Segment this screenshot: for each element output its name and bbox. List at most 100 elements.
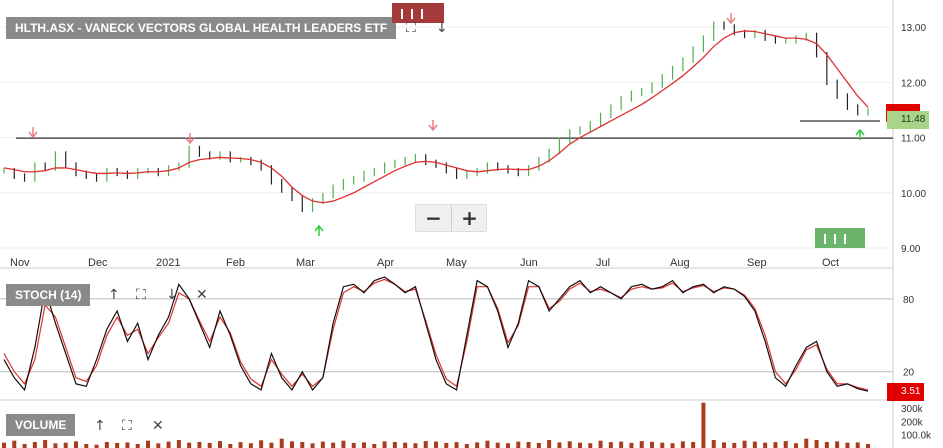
- volume-bar: [176, 440, 181, 448]
- volume-label: VOLUME: [6, 414, 76, 436]
- volume-bar: [567, 441, 572, 448]
- volume-bar: [639, 441, 644, 448]
- move-down-icon[interactable]: ↓: [166, 287, 178, 303]
- sell-arrow-icon: [726, 13, 736, 25]
- stoch-y-tick-label: 80: [903, 295, 915, 306]
- volume-bar: [341, 440, 346, 448]
- close-icon[interactable]: ✕: [152, 418, 164, 434]
- stoch-last-tag: 3.51: [887, 383, 925, 401]
- chevron-down-icon[interactable]: ↓: [436, 20, 448, 36]
- volume-bar: [454, 442, 459, 448]
- volume-bar: [2, 442, 6, 448]
- fullscreen-icon[interactable]: ⛶: [122, 418, 132, 434]
- sell-arrow-icon: [428, 120, 438, 132]
- price-y-tick-label: 9.00: [901, 244, 921, 255]
- x-tick-label: Dec: [88, 257, 108, 269]
- volume-bar: [866, 444, 870, 448]
- volume-bar: [135, 444, 140, 448]
- volume-bar: [238, 442, 243, 448]
- volume-bar: [125, 442, 130, 448]
- stoch-k-line: [3, 276, 869, 392]
- volume-bar: [691, 442, 696, 448]
- price-y-tick-label: 10.00: [901, 189, 926, 200]
- volume-bar: [279, 438, 284, 448]
- volume-bar: [742, 440, 747, 448]
- stoch-panel: [3, 276, 869, 392]
- volume-bar: [444, 442, 449, 448]
- volume-bar: [804, 438, 809, 448]
- volume-bar: [670, 443, 675, 448]
- volume-bar: [331, 442, 336, 448]
- volume-bar: [22, 444, 27, 448]
- volume-bar: [752, 441, 757, 448]
- stoch-d-line: [3, 278, 869, 391]
- volume-bar: [824, 442, 829, 448]
- volume-bar: [146, 440, 150, 448]
- volume-bar: [763, 442, 768, 448]
- move-up-icon[interactable]: ↑: [94, 418, 106, 434]
- sell-arrow-icon: [185, 133, 195, 145]
- volume-bar: [794, 443, 798, 448]
- volume-bar: [413, 443, 418, 448]
- buy-arrow-icon: [855, 128, 865, 140]
- volume-bar: [269, 442, 274, 448]
- volume-y-tick-label: 300k: [901, 404, 924, 415]
- volume-bar: [855, 442, 860, 448]
- moving-average-line: [3, 30, 869, 204]
- volume-bar: [362, 442, 366, 448]
- stoch-label: STOCH (14): [6, 284, 91, 306]
- volume-bar: [650, 441, 654, 448]
- zoom-out-button[interactable]: −: [425, 206, 442, 230]
- buy-signal-badge[interactable]: [815, 228, 865, 248]
- volume-bar: [475, 442, 480, 448]
- volume-bar: [207, 442, 212, 448]
- close-icon[interactable]: ✕: [196, 287, 208, 303]
- volume-bar: [557, 442, 562, 448]
- buy-arrow-icon: [314, 224, 324, 236]
- x-tick-label: Nov: [10, 257, 30, 269]
- volume-bar: [701, 402, 706, 448]
- volume-bar: [248, 443, 253, 448]
- volume-bar: [629, 442, 634, 448]
- volume-bar: [588, 443, 593, 448]
- volume-bar: [218, 441, 222, 448]
- zoom-in-button[interactable]: +: [451, 205, 487, 231]
- volume-bar: [228, 444, 233, 448]
- volume-bar: [619, 441, 624, 448]
- volume-bar: [711, 440, 716, 448]
- volume-bar: [166, 441, 171, 448]
- volume-bar: [187, 442, 192, 448]
- price-panel: [3, 13, 893, 236]
- last-price-tag: 11.48: [887, 111, 930, 129]
- volume-bar: [660, 442, 665, 448]
- volume-bar: [598, 440, 603, 448]
- volume-bar: [310, 443, 315, 448]
- volume-bar: [516, 441, 521, 448]
- price-y-tick-label: 11.00: [901, 134, 926, 145]
- volume-bar: [495, 442, 500, 448]
- volume-bar: [547, 440, 552, 448]
- x-tick-label: Jul: [596, 257, 610, 269]
- volume-bar: [320, 441, 325, 448]
- axes: 13.00 12.00 11.00 10.00 9.00 Nov Dec 2021 Feb Mar…: [10, 23, 932, 442]
- x-tick-label: Jun: [520, 257, 538, 269]
- volume-bar: [351, 442, 356, 448]
- volume-bar: [382, 441, 387, 448]
- volume-bar: [372, 444, 377, 448]
- fullscreen-icon[interactable]: ⛶: [406, 20, 416, 36]
- volume-bar: [197, 442, 202, 448]
- x-tick-label: Sep: [747, 257, 767, 269]
- x-tick-label: 2021: [156, 257, 180, 269]
- x-tick-label: Feb: [226, 257, 245, 269]
- volume-bar: [506, 443, 510, 448]
- volume-bar: [300, 442, 305, 448]
- volume-bar: [63, 442, 68, 448]
- sell-signal-badge[interactable]: [392, 3, 444, 23]
- fullscreen-icon[interactable]: ⛶: [136, 287, 146, 303]
- sell-arrow-icon: [28, 127, 38, 139]
- move-up-icon[interactable]: ↑: [108, 287, 120, 303]
- x-tick-label: Aug: [670, 257, 690, 269]
- x-tick-label: Apr: [377, 257, 394, 269]
- volume-bar: [94, 444, 99, 448]
